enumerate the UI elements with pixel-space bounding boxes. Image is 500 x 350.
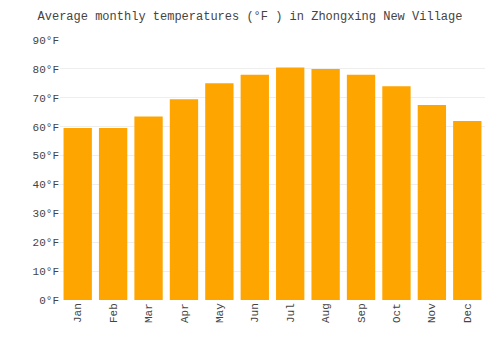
svg-text:0°F: 0°F: [39, 295, 59, 307]
svg-text:10°F: 10°F: [33, 266, 59, 278]
svg-text:40°F: 40°F: [33, 179, 59, 191]
svg-text:Mar: Mar: [143, 303, 155, 323]
svg-text:Oct: Oct: [391, 303, 403, 323]
svg-text:30°F: 30°F: [33, 208, 59, 220]
svg-text:20°F: 20°F: [33, 237, 59, 249]
svg-text:60°F: 60°F: [33, 122, 59, 134]
svg-text:Jul: Jul: [285, 303, 297, 323]
svg-text:80°F: 80°F: [33, 64, 59, 76]
svg-text:Apr: Apr: [179, 303, 191, 323]
svg-text:50°F: 50°F: [33, 150, 59, 162]
svg-text:Feb: Feb: [108, 303, 120, 323]
svg-text:Jun: Jun: [249, 303, 261, 323]
svg-text:Aug: Aug: [320, 303, 332, 323]
svg-text:Nov: Nov: [426, 303, 438, 323]
svg-text:Average monthly temperatures (: Average monthly temperatures (°F ) in Zh…: [38, 10, 463, 24]
svg-text:Jan: Jan: [72, 303, 84, 323]
svg-text:Dec: Dec: [462, 303, 474, 323]
svg-text:70°F: 70°F: [33, 93, 59, 105]
svg-text:May: May: [214, 303, 226, 323]
svg-text:90°F: 90°F: [33, 35, 59, 47]
svg-text:Sep: Sep: [356, 303, 368, 323]
